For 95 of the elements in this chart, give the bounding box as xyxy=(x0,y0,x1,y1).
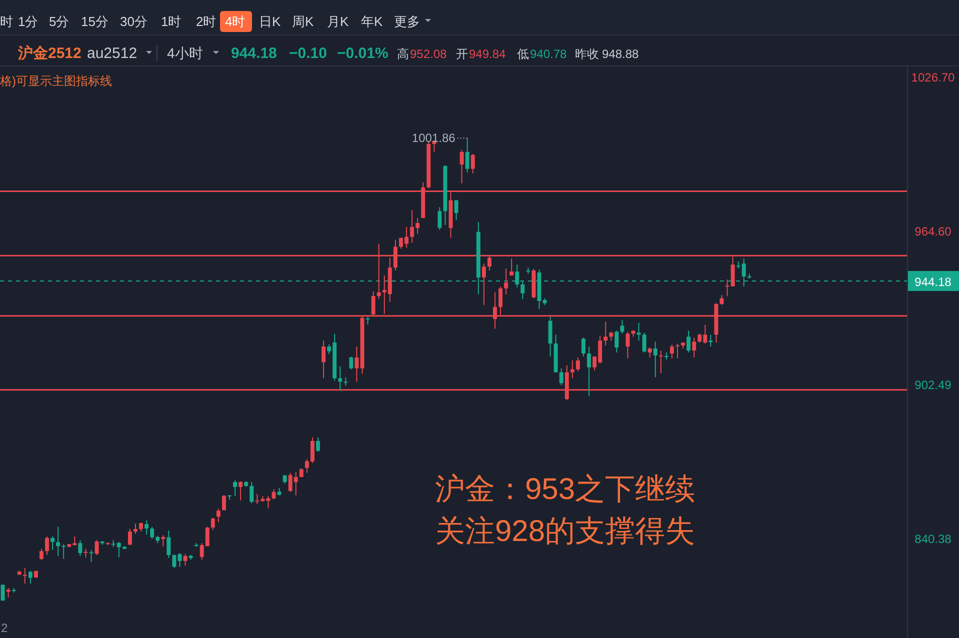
candlestick xyxy=(720,294,724,306)
annotation: 2 xyxy=(1,621,8,635)
chart-subtitle: au2512 xyxy=(87,45,138,62)
candlestick xyxy=(39,548,44,560)
text: 昨收 xyxy=(575,47,599,61)
candlestick xyxy=(354,346,359,382)
candlestick xyxy=(510,258,514,276)
text: 949.84 xyxy=(469,47,506,61)
text: 4小时 xyxy=(167,45,203,61)
text: 4时 xyxy=(225,14,246,29)
candlestick xyxy=(144,520,149,535)
candlestick xyxy=(210,517,215,531)
candlestick xyxy=(614,330,619,353)
candlestick xyxy=(94,540,99,556)
candlestick xyxy=(56,526,60,557)
candlestick xyxy=(648,347,652,358)
y-tick-label: 964.60 xyxy=(914,224,952,238)
candlestick xyxy=(692,337,696,358)
candlestick xyxy=(548,316,552,357)
candlestick xyxy=(183,554,188,566)
candlestick xyxy=(128,528,132,546)
candlestick xyxy=(150,526,154,540)
text: 940.78 xyxy=(530,47,568,61)
candlestick xyxy=(670,344,674,359)
candlestick xyxy=(581,337,586,357)
candlestick xyxy=(587,346,591,397)
candlestick xyxy=(6,587,10,598)
y-tick-label: 1026.70 xyxy=(911,70,956,85)
candlestick xyxy=(222,494,226,511)
candlestick xyxy=(316,436,320,452)
candlestick xyxy=(470,153,475,174)
candlestick xyxy=(233,480,238,496)
candlestick xyxy=(465,138,470,173)
chart-title: 沪金2512 xyxy=(17,44,82,62)
text: 5分 xyxy=(49,14,70,29)
candlestick xyxy=(675,343,680,359)
annotation: 沪金：953之下继续 xyxy=(435,473,696,506)
candlestick xyxy=(559,368,564,386)
candlestick xyxy=(708,334,713,348)
candlestick xyxy=(438,206,442,230)
annotation: 格)可显示主图指标线 xyxy=(0,74,112,88)
text: 周K xyxy=(292,14,314,29)
candlestick xyxy=(50,536,55,550)
text: 低 xyxy=(517,47,529,61)
y-tick-label: 840.38 xyxy=(914,532,952,546)
text: 952.08 xyxy=(410,47,448,61)
text: 时 xyxy=(0,14,13,29)
candlestick xyxy=(658,350,663,374)
text: 944.18 xyxy=(231,45,277,62)
candlestick xyxy=(22,567,27,584)
candlestick xyxy=(238,480,243,501)
candlestick xyxy=(620,319,624,334)
candlestick xyxy=(636,322,641,342)
annotation: 1001.86 xyxy=(412,131,456,146)
text: −0.10 xyxy=(289,45,327,62)
candlestick xyxy=(653,341,658,378)
text: 30分 xyxy=(120,14,148,29)
text: 月K xyxy=(327,14,349,29)
text: 日K xyxy=(259,14,281,29)
candlestick xyxy=(161,534,166,547)
candlestick xyxy=(454,200,458,221)
candlestick xyxy=(28,570,32,584)
text: 2时 xyxy=(196,14,216,29)
candlestick xyxy=(272,488,276,500)
text: 1分 xyxy=(18,14,38,29)
text: 年K xyxy=(361,14,383,29)
candlestick xyxy=(134,523,138,534)
candlestick xyxy=(482,263,486,306)
candlestick xyxy=(570,360,574,379)
text: 1时 xyxy=(161,14,182,29)
text: 开 xyxy=(456,47,468,61)
candlestick xyxy=(604,321,608,346)
ref-line-label: 944.18 xyxy=(914,274,952,289)
candlestick xyxy=(166,530,171,559)
candlestick xyxy=(78,540,82,557)
candlestick xyxy=(576,356,580,372)
text: −0.01% xyxy=(337,45,388,62)
text: 更多 xyxy=(394,14,420,29)
text: 948.88 xyxy=(602,47,640,61)
candlestick xyxy=(45,536,49,556)
candlestick xyxy=(642,332,646,353)
y-tick-label: 902.49 xyxy=(914,378,952,392)
candlestick xyxy=(62,544,66,560)
candlestick xyxy=(250,482,254,504)
candlestick xyxy=(460,149,464,184)
text: 高 xyxy=(397,47,409,61)
candlestick xyxy=(626,331,630,359)
candlestick xyxy=(216,508,220,523)
text: 15分 xyxy=(81,14,108,29)
candlestick xyxy=(322,340,326,379)
candlestick xyxy=(338,366,342,392)
candlestick xyxy=(504,268,508,295)
candlestick xyxy=(686,330,691,353)
candlestick xyxy=(349,356,354,370)
annotation: 关注928的支撑得失 xyxy=(435,515,696,548)
